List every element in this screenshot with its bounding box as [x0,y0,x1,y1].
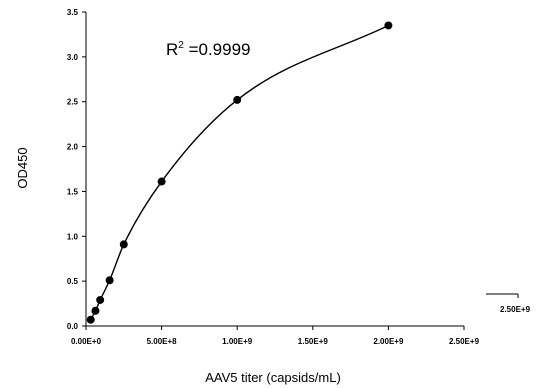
y-axis-title: OD450 [15,147,30,188]
y-tick-label: 2.5 [67,98,79,107]
data-point [233,95,242,104]
x-tick-label: 2.00E+9 [373,337,404,346]
x-tick-label: 5.00E+8 [147,337,178,346]
y-ticks: 0.0 0.5 1.0 1.5 2.0 2.5 3.0 3.5 [67,8,86,331]
data-point [96,295,105,304]
x-tick-label: 2.50E+9 [449,337,480,346]
inset-tick-label: 2.50E+9 [500,305,531,314]
data-point [91,306,100,315]
data-point [105,276,114,285]
y-tick-label: 0.0 [67,322,79,331]
r-squared-superscript: 2 [178,40,184,51]
data-point [157,177,166,186]
x-tick-label: 1.50E+9 [298,337,329,346]
x-tick-label: 1.00E+9 [222,337,253,346]
data-point [119,240,128,249]
fit-curve [90,24,389,321]
r-squared-value: =0.9999 [184,40,251,59]
x-tick-label: 0.00E+0 [71,337,102,346]
data-points [86,21,393,324]
inset-axis: 2.50E+9 [486,293,531,314]
data-point [384,21,393,30]
data-point [86,315,95,324]
axes [85,12,464,327]
x-ticks: 0.00E+0 5.00E+8 1.00E+9 1.50E+9 2.00E+9 2.50E… [71,326,480,346]
y-tick-label: 1.0 [67,232,79,241]
r-squared-base: R [166,40,178,59]
x-axis-title: AAV5 titer (capsids/mL) [205,370,341,385]
y-tick-label: 1.5 [67,187,79,196]
y-tick-label: 2.0 [67,143,79,152]
y-tick-label: 0.5 [67,277,79,286]
y-tick-label: 3.5 [67,8,79,17]
y-tick-label: 3.0 [67,53,79,62]
r-squared-annotation: R2 =0.9999 [166,40,251,59]
